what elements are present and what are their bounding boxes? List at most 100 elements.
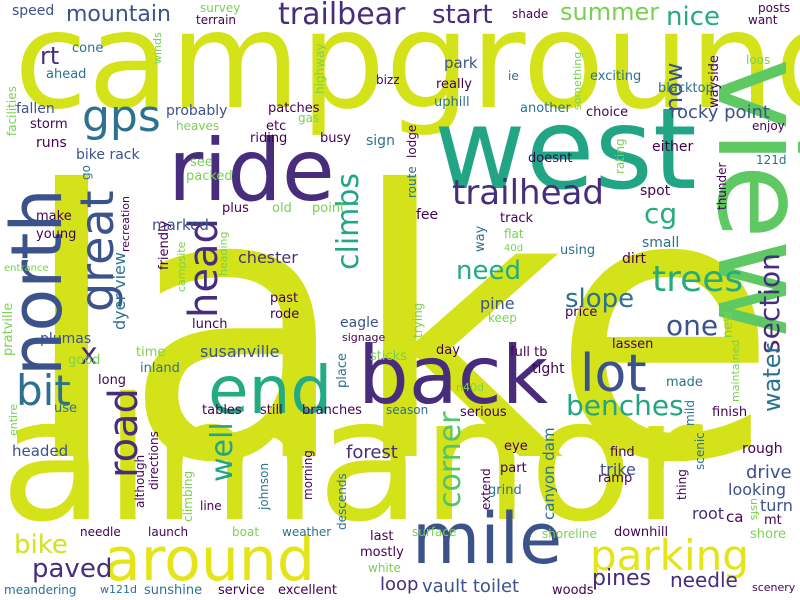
word-vault-toilet: vault toilet [422, 576, 520, 597]
word-eagle: eagle [340, 315, 379, 331]
word-survey: survey [200, 1, 241, 15]
word-scenic: scenic [693, 432, 707, 470]
word-bit: bit [16, 366, 71, 415]
word-winds: winds [151, 32, 164, 64]
word-meandering: meandering [4, 583, 77, 597]
word-price: price [565, 305, 598, 320]
word-bizz: bizz [376, 73, 400, 87]
word-woods: woods [552, 583, 594, 598]
word-scenery: scenery [752, 581, 796, 594]
word-long: long [98, 373, 127, 388]
word-doesnt: doesnt [528, 151, 573, 166]
word-thing: thing [675, 469, 689, 500]
word-ca: ca [726, 508, 744, 526]
word-plus: plus [222, 201, 249, 216]
word-forest: forest [346, 442, 398, 463]
word-marked: marked [152, 216, 209, 234]
word-susanville: susanville [200, 342, 280, 361]
word-small: small [642, 235, 680, 251]
word-use: use [54, 401, 78, 416]
word-boat: boat [232, 525, 260, 539]
word-summer: summer [560, 0, 660, 26]
word-packed: packed [186, 169, 233, 184]
word-facilities: facilities [5, 86, 19, 136]
word-sunshine: sunshine [144, 583, 203, 598]
word-dyer-view: dyer view [110, 252, 129, 330]
word-west: west [434, 85, 697, 215]
word-fee: fee [416, 207, 439, 223]
word-mile: mile [412, 498, 563, 580]
word-mountain: mountain [66, 2, 171, 27]
word-past: past [270, 291, 299, 306]
word-choice: choice [586, 105, 629, 120]
word-rode: rode [270, 307, 300, 322]
word-runs: runs [36, 135, 67, 151]
word-old: old [272, 201, 292, 216]
word-needle-2: needle [80, 525, 121, 539]
word-enjoy: enjoy [752, 119, 785, 133]
word-white: white [368, 561, 401, 575]
word-rough: rough [742, 441, 783, 457]
word-start: start [432, 0, 493, 30]
word-bike-rack: bike rack [76, 147, 140, 163]
word-w121d: w121d [100, 583, 137, 596]
word-friendly: friendly [157, 220, 172, 270]
word-headed: headed [12, 442, 69, 460]
word-lunch: lunch [192, 317, 228, 332]
word-climbs: climbs [331, 172, 366, 270]
word-turn: turn [760, 496, 793, 515]
word-serious: serious [460, 405, 507, 420]
word-ie: ie [508, 69, 519, 83]
word-around: around [104, 525, 315, 595]
word-downhill: downhill [614, 525, 669, 540]
word-last: last [370, 529, 394, 544]
word-trees: trees [652, 259, 744, 300]
word-water: water [758, 343, 786, 412]
word-tables: tables [202, 403, 242, 418]
word-shade: shade [512, 7, 549, 21]
word-signage: signage [342, 331, 386, 344]
word-campground: campground [14, 0, 800, 139]
word-usfs: usfs [748, 498, 761, 521]
word-shore: shore [750, 527, 787, 542]
word-bike: bike [14, 530, 68, 560]
word-using: using [560, 243, 596, 258]
word-lot: lot [580, 344, 647, 404]
word-line: line [200, 499, 222, 513]
word-point: point [312, 201, 346, 216]
word-highway: highway [313, 43, 327, 94]
word-place: place [335, 353, 350, 388]
word-trying: trying [411, 302, 425, 338]
word-fallen: fallen [16, 101, 55, 117]
word-recreation: recreation [119, 196, 132, 252]
word-eye: eye [504, 439, 528, 454]
word-x: x [80, 337, 98, 372]
word-time: time [136, 345, 166, 360]
word-finish: finish [712, 405, 748, 420]
word-gas: gas [298, 111, 320, 125]
word-drive: drive [746, 462, 792, 483]
word-well: well [205, 422, 240, 482]
word-needle: needle [670, 568, 738, 592]
word-directions: directions [147, 431, 161, 490]
word-speed: speed [12, 3, 55, 19]
word-track: track [500, 211, 534, 226]
word-make: make [36, 209, 72, 224]
word-nice: nice [666, 2, 720, 32]
word-root: root [692, 504, 725, 523]
word-trike: trike [600, 460, 636, 479]
word-posts: posts [758, 1, 791, 15]
word-route: route [405, 166, 419, 198]
word-made: made [666, 375, 703, 390]
word-sign: sign [366, 133, 395, 149]
word-one: one [666, 309, 719, 342]
word-season: season [386, 403, 429, 417]
word-good: good [68, 353, 101, 368]
word-pines: pines [592, 566, 652, 591]
word-pine: pine [480, 294, 515, 313]
word-mild: mild [683, 400, 697, 426]
word-spot: spot [640, 183, 671, 199]
word-branches: branches [302, 403, 362, 418]
word-maintained: maintained [729, 339, 742, 402]
word-thunder: thunder [715, 162, 729, 210]
